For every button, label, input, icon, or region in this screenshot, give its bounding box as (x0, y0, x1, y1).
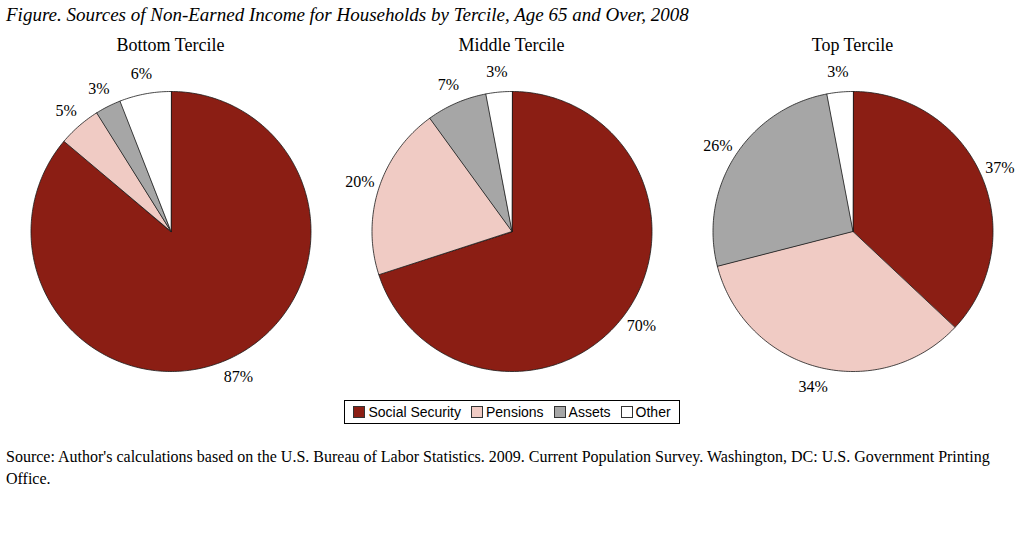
svg-text:6%: 6% (131, 65, 152, 82)
svg-text:70%: 70% (627, 317, 656, 334)
html-text:Source: Author's calculations: Source: Author's calculations based on t… (6, 448, 990, 487)
svg-text:7%: 7% (438, 76, 459, 93)
html-text:Middle Tercile: Middle Tercile (458, 35, 565, 55)
html-text:Other: Other (635, 404, 671, 420)
html-text:Figure. Sources of Non-Earned: Figure. Sources of Non-Earned Income for… (6, 4, 689, 25)
svg-text:34%: 34% (799, 378, 828, 395)
html-text:Social Security: Social Security (368, 404, 461, 420)
svg-text:3%: 3% (827, 63, 848, 80)
html-text:Assets: Assets (568, 404, 611, 420)
svg-text:87%: 87% (224, 368, 253, 385)
svg-text:5%: 5% (55, 102, 76, 119)
html-text:Bottom Tercile: Bottom Tercile (116, 35, 225, 55)
svg-text:3%: 3% (88, 80, 109, 97)
svg-text:3%: 3% (486, 63, 507, 80)
svg-text:26%: 26% (703, 137, 732, 154)
html-text:Top Tercile: Top Tercile (811, 35, 894, 55)
svg-text:20%: 20% (345, 173, 374, 190)
html-text:Pensions: Pensions (486, 404, 544, 420)
svg-text:37%: 37% (985, 159, 1014, 176)
